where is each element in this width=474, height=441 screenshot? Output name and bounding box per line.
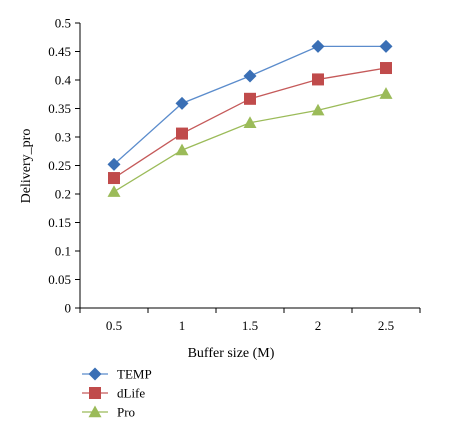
series-dlife-point [380, 62, 392, 75]
series-pro-point [243, 116, 257, 128]
y-tick-label: 0.2 [55, 187, 71, 202]
series-dlife-point [108, 172, 120, 185]
y-tick-label: 0.1 [55, 244, 71, 259]
series-group [107, 39, 393, 197]
legend-swatch-marker [88, 405, 102, 418]
series-dlife-point [244, 92, 256, 105]
x-axis-title: Buffer size (M) [188, 346, 275, 361]
x-tick-label: 1 [179, 318, 186, 333]
legend-swatch-marker [88, 367, 102, 381]
series-dlife-point [176, 127, 188, 140]
y-tick-label: 0.05 [48, 272, 71, 287]
y-tick-label: 0.45 [48, 44, 71, 59]
series-pro-point [379, 87, 393, 99]
x-tick-label: 0.5 [106, 318, 122, 333]
legend-label: dLife [117, 386, 145, 401]
legend-item-dlife: dLife [82, 386, 145, 401]
y-axis-title: Delivery_pro [19, 129, 34, 204]
legend-swatch-marker [89, 387, 101, 399]
y-tick-label: 0.5 [55, 16, 71, 31]
series-temp-line [113, 45, 386, 165]
legend-label: TEMP [117, 367, 152, 382]
series-temp-point [107, 157, 121, 171]
series-temp-point [175, 96, 189, 110]
legend: TEMP dLife Pro [82, 367, 152, 420]
y-tick-label: 0.35 [48, 101, 71, 116]
x-tick-label: 2.5 [378, 318, 394, 333]
y-tick-label: 0.25 [48, 158, 71, 173]
legend-item-temp: TEMP [82, 367, 152, 382]
series-pro-line [113, 93, 387, 193]
series-temp-point [243, 69, 257, 83]
series-dlife-point [312, 73, 324, 86]
series-pro-point [175, 143, 189, 156]
x-tick-label: 1.5 [242, 318, 258, 333]
series-temp-point [311, 39, 325, 53]
y-tick-label: 0.3 [55, 130, 71, 145]
x-tick-label: 2 [315, 318, 322, 333]
series-dlife [108, 62, 392, 185]
y-tick-label: 0.4 [55, 73, 72, 88]
series-pro [107, 87, 393, 197]
legend-item-pro: Pro [82, 405, 135, 420]
series-pro-point [311, 103, 325, 116]
series-pro-point [107, 185, 121, 197]
legend-label: Pro [117, 405, 135, 420]
y-tick-label: 0.15 [48, 215, 71, 230]
y-tick-label: 0 [65, 301, 72, 316]
series-temp-point [379, 39, 393, 53]
plot-area [79, 23, 420, 309]
x-axis-ticks: 0.5 1 1.5 2 2.5 [79, 308, 421, 333]
series-temp [107, 39, 393, 171]
y-axis-ticks: 0 0.05 0.1 0.15 0.2 0.25 0.3 0.35 0.4 0.45 0.5 [48, 16, 80, 316]
